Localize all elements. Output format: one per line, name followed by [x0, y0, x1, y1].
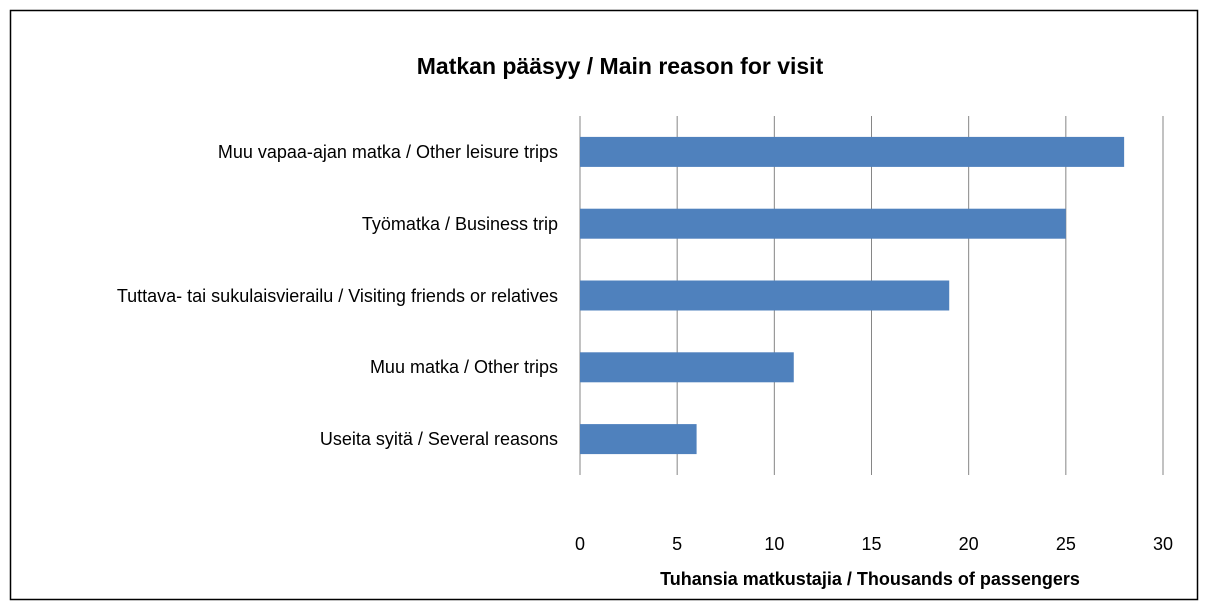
y-tick-label: Muu vapaa-ajan matka / Other leisure tri… — [217, 141, 558, 162]
x-tick-label: 20 — [959, 534, 979, 554]
y-tick-label-box: Muu matka / Other trips — [28, 355, 558, 379]
x-tick-label: 30 — [1153, 534, 1173, 554]
x-axis-title: Tuhansia matkustajia / Thousands of pass… — [660, 569, 1080, 589]
y-tick-label-box: Muu vapaa-ajan matka / Other leisure tri… — [28, 140, 558, 164]
y-tick-label-box: Tuttava- tai sukulaisvierailu / Visiting… — [28, 284, 558, 308]
x-tick-label: 25 — [1056, 534, 1076, 554]
chart-title: Matkan pääsyy / Main reason for visit — [417, 53, 824, 79]
bar — [580, 352, 794, 383]
bar — [580, 136, 1125, 167]
bar — [580, 208, 1066, 239]
y-tick-label: Työmatka / Business trip — [361, 213, 558, 234]
y-tick-label: Tuttava- tai sukulaisvierailu / Visiting… — [116, 285, 558, 306]
x-tick-label: 10 — [764, 534, 784, 554]
bar — [580, 280, 950, 311]
y-tick-label-box: Työmatka / Business trip — [28, 212, 558, 236]
y-tick-label-box: Useita syitä / Several reasons — [28, 427, 558, 451]
x-tick-label: 0 — [575, 534, 585, 554]
y-tick-label: Useita syitä / Several reasons — [319, 429, 558, 450]
bar — [580, 424, 697, 455]
x-tick-label: 15 — [861, 534, 881, 554]
x-tick-label: 5 — [672, 534, 682, 554]
y-tick-label: Muu matka / Other trips — [369, 357, 558, 378]
